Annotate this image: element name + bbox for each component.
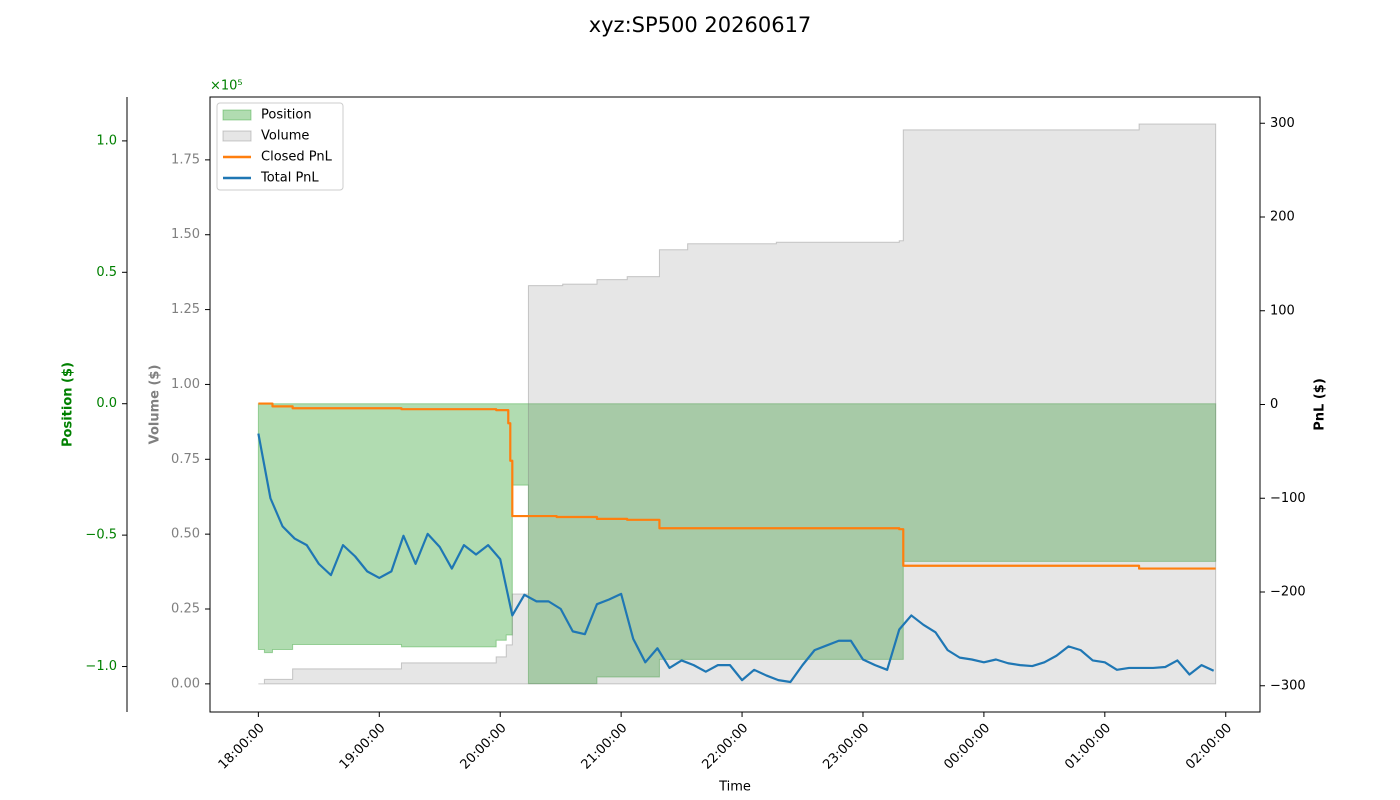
legend-label: Volume <box>261 129 309 144</box>
y-tick-label: −100 <box>1270 491 1306 506</box>
y-tick-label: −0.5 <box>85 528 117 543</box>
legend: Position Volume Closed PnL Total PnL <box>216 102 344 191</box>
x-tick-label: 22:00:00 <box>699 721 751 773</box>
y-axis-label: PnL ($) <box>1313 378 1328 431</box>
line <box>257 433 1215 684</box>
y-tick-label: 0.5 <box>96 265 117 280</box>
y-tick-label: 0.75 <box>171 452 200 467</box>
x-tick-label: 00:00:00 <box>941 721 993 773</box>
legend-label: Position <box>261 108 312 123</box>
y-tick-label: 1.75 <box>171 152 200 167</box>
y-tick-label: 0.50 <box>171 527 200 542</box>
axis-offset-label: ×10⁵ <box>210 79 243 94</box>
y-axis-label: Volume ($) <box>148 365 163 445</box>
x-axis-label: Time <box>718 780 751 795</box>
y-tick-label: 0.0 <box>96 396 117 411</box>
y-tick-label: 0.00 <box>171 676 200 691</box>
x-tick-label: 23:00:00 <box>820 721 872 773</box>
chart-title: xyz:SP500 20260617 <box>589 13 812 37</box>
plot-layer <box>257 123 1217 685</box>
y-tick-label: 0 <box>1270 397 1278 412</box>
legend-box <box>216 102 344 191</box>
y-tick-label: −300 <box>1270 678 1306 693</box>
x-tick-label: 21:00:00 <box>579 721 631 773</box>
legend-label: Closed PnL <box>261 150 333 165</box>
y-tick-label: 1.25 <box>171 302 200 317</box>
legend-swatch <box>222 130 252 142</box>
x-tick-label: 18:00:00 <box>216 721 268 773</box>
y-tick-label: 0.25 <box>171 602 200 617</box>
area <box>257 403 1217 685</box>
y-tick-label: 300 <box>1270 116 1295 131</box>
x-tick-label: 20:00:00 <box>458 721 510 773</box>
y-tick-label: 200 <box>1270 210 1295 225</box>
x-tick-label: 01:00:00 <box>1062 721 1114 773</box>
x-tick-label: 02:00:00 <box>1183 721 1235 773</box>
x-tick-label: 19:00:00 <box>337 721 389 773</box>
y-axis-label: Position ($) <box>61 362 76 447</box>
y-tick-label: −200 <box>1270 585 1306 600</box>
y-tick-label: −1.0 <box>85 659 117 674</box>
y-tick-label: 1.50 <box>171 227 200 242</box>
y-tick-label: 1.0 <box>96 133 117 148</box>
area <box>258 123 1217 685</box>
legend-swatch <box>222 109 252 121</box>
y-tick-label: 100 <box>1270 303 1295 318</box>
y-tick-label: 1.00 <box>171 377 200 392</box>
line <box>258 402 1216 570</box>
legend-label: Total PnL <box>260 171 319 186</box>
